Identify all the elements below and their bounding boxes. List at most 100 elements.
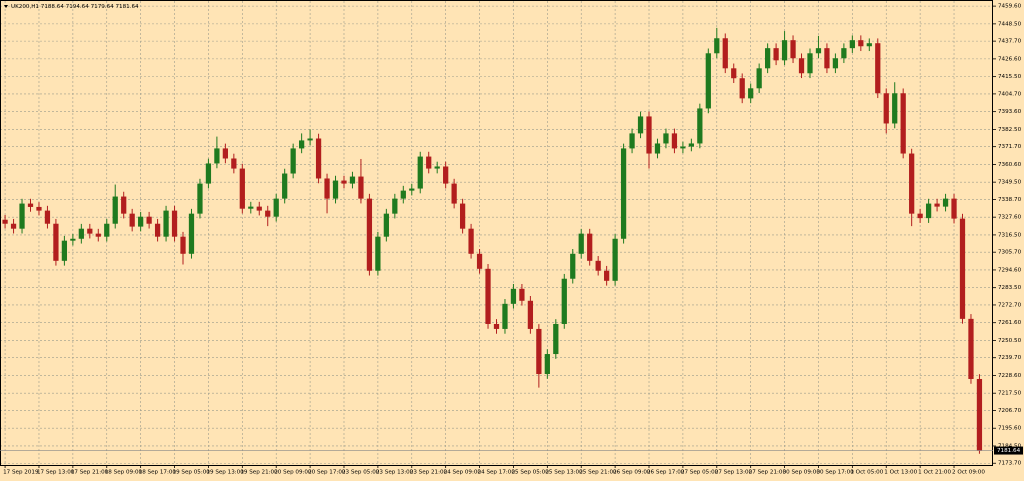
candle-body — [239, 168, 245, 209]
candle-body — [951, 198, 957, 219]
candle-body — [536, 328, 542, 375]
y-tick-label: 7184.50 — [998, 443, 1022, 449]
candle-body — [129, 213, 135, 227]
candle-body — [476, 253, 483, 269]
x-tick-label: 27 Sep 05:00 — [681, 470, 719, 476]
candle-body — [87, 228, 93, 234]
x-tick-label: 18 Sep 09:00 — [105, 470, 143, 476]
x-tick-label: 30 Sep 09:00 — [783, 470, 821, 476]
y-tick-label: 7316.50 — [998, 232, 1022, 238]
candle-body — [332, 180, 339, 199]
y-tick-label: 7305.70 — [998, 250, 1022, 256]
x-tick-label: 26 Sep 09:00 — [613, 470, 651, 476]
candle-body — [180, 236, 186, 254]
y-tick-label: 7261.60 — [998, 320, 1022, 326]
candle-body — [104, 223, 110, 237]
candle-body — [663, 133, 669, 144]
candle-body — [544, 354, 550, 375]
candle-body — [366, 198, 373, 271]
candle-body — [434, 166, 440, 169]
x-tick-label: 17 Sep 21:00 — [71, 470, 109, 476]
y-tick-label: 7393.60 — [998, 109, 1022, 115]
x-tick-label: 20 Sep 09:00 — [274, 470, 312, 476]
candle-body — [680, 146, 686, 149]
candle-body — [553, 323, 559, 355]
candle-body — [790, 40, 796, 59]
x-tick-label: 24 Sep 09:00 — [444, 470, 482, 476]
candle-body — [959, 218, 966, 319]
candle-body — [527, 300, 534, 329]
y-tick-label: 7327.60 — [998, 215, 1022, 221]
candle-body — [646, 116, 652, 154]
candle-body — [112, 196, 118, 224]
candle-body — [925, 203, 932, 219]
y-tick-label: 7173.70 — [998, 461, 1022, 467]
candle-body — [468, 228, 474, 254]
candle-body — [44, 210, 51, 224]
candle-body — [222, 148, 229, 159]
candle-body — [934, 203, 940, 207]
candle-body — [188, 213, 195, 254]
x-tick-label: 20 Sep 17:00 — [308, 470, 346, 476]
candle-body — [764, 48, 771, 69]
x-tick-label: 27 Sep 13:00 — [715, 470, 753, 476]
last-price-box — [994, 446, 1023, 455]
candle-body — [739, 78, 745, 99]
candle-body — [714, 38, 720, 54]
candle-body — [620, 148, 627, 239]
candle-body — [875, 43, 881, 94]
y-tick-label: 7272.70 — [998, 302, 1022, 308]
candle-body — [595, 260, 601, 271]
y-tick-label: 7338.70 — [998, 197, 1022, 203]
candle-body — [485, 268, 491, 324]
plot-frame — [0, 0, 993, 466]
candle-body — [248, 206, 254, 209]
candle-body — [570, 253, 576, 279]
candle-body — [214, 148, 220, 164]
candle-body — [443, 166, 449, 184]
y-tick-label: 7437.70 — [998, 39, 1022, 45]
last-price-label: 7181.64 — [997, 448, 1021, 454]
candle-body — [798, 58, 805, 74]
candle-body — [53, 223, 59, 261]
candle-body — [832, 58, 839, 69]
x-tick-label: 23 Sep 13:00 — [376, 470, 414, 476]
candle-body — [781, 40, 788, 61]
candle-body — [358, 176, 364, 199]
candle-body — [171, 210, 178, 237]
candle-body — [61, 240, 68, 261]
candle-body — [154, 223, 161, 237]
candle-body — [900, 93, 906, 154]
candle-body — [417, 156, 423, 189]
candle-body — [604, 270, 610, 281]
candle-body — [36, 206, 42, 211]
candle-body — [205, 163, 212, 184]
candle-body — [138, 216, 144, 227]
x-tick-label: 1 Oct 21:00 — [918, 470, 951, 476]
candle-body — [807, 53, 813, 74]
candle-body — [909, 153, 915, 214]
candle-body — [256, 206, 262, 211]
candle-body — [273, 198, 279, 217]
candle-body — [451, 183, 457, 204]
x-tick-label: 23 Sep 05:00 — [342, 470, 380, 476]
candle-body — [95, 233, 101, 237]
candle-body — [942, 198, 949, 207]
candle-body — [637, 116, 644, 134]
x-tick-label: 25 Sep 21:00 — [579, 470, 617, 476]
candle-body — [866, 43, 872, 47]
y-tick-label: 7448.50 — [998, 21, 1022, 27]
candle-body — [502, 303, 508, 329]
candle-body — [722, 38, 728, 69]
candle-body — [731, 68, 737, 79]
candle-body — [510, 288, 517, 304]
candle-body — [426, 156, 432, 169]
x-tick-label: 23 Sep 21:00 — [410, 470, 448, 476]
candle-body — [849, 40, 855, 49]
candle-body — [163, 210, 169, 237]
candle-body — [2, 219, 8, 224]
axes: 7459.60 7448.50 7437.70 7426.60 7415.50 7404.… — [0, 4, 1023, 476]
y-tick-label: 7371.70 — [998, 144, 1022, 150]
y-tick-label: 7404.70 — [998, 91, 1022, 97]
